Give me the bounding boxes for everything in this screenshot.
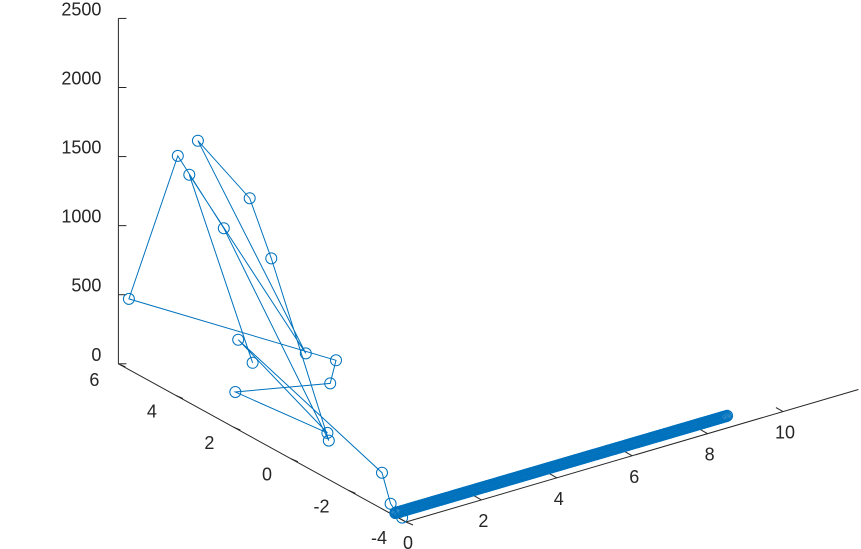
- y-tick-mark: [175, 394, 184, 399]
- dense-data-point-marker: [721, 409, 734, 422]
- x-tick-label: 8: [705, 445, 715, 465]
- z-tick-label: 2500: [61, 0, 101, 19]
- data-point-marker: [246, 356, 259, 369]
- y-tick-mark: [405, 521, 414, 526]
- x-tick-mark: [398, 517, 407, 523]
- x-tick-mark: [624, 451, 633, 457]
- data-point-marker: [321, 426, 334, 439]
- data-markers: [122, 134, 734, 524]
- data-point-marker: [122, 292, 135, 305]
- data-point-marker: [191, 134, 204, 147]
- data-series: [128, 140, 403, 519]
- data-point-marker: [217, 222, 230, 235]
- x-tick-mark: [474, 495, 482, 501]
- z-tick-label: 2000: [61, 69, 101, 89]
- x-tick-mark: [700, 429, 708, 435]
- y-tick-mark: [290, 458, 299, 463]
- y-tick-label: 2: [204, 433, 214, 453]
- y-tick-label: -2: [313, 496, 329, 516]
- y-tick-mark: [348, 489, 356, 494]
- data-point-marker: [384, 497, 397, 510]
- z-tick-label: 500: [71, 276, 101, 296]
- z-tick-label: 1500: [61, 138, 101, 158]
- data-point-marker: [376, 466, 388, 479]
- x-tick-label: 4: [554, 489, 564, 509]
- tick-labels: 0 2 4 6 8 10 -4 -2 0 2 4 6 0 500 1000 1500 2000 2500: [61, 0, 795, 549]
- data-point-marker: [229, 386, 242, 398]
- data-point-marker: [322, 434, 335, 447]
- data-point-marker: [330, 354, 342, 367]
- x-tick-mark: [775, 407, 784, 413]
- y-axis-line: [118, 363, 407, 523]
- x-tick-label: 6: [629, 467, 639, 487]
- data-point-marker: [183, 168, 196, 181]
- y-tick-label: 0: [262, 465, 272, 485]
- y-tick-label: -4: [371, 528, 387, 548]
- y-tick-label: 4: [147, 401, 157, 421]
- x-tick-label: 2: [478, 511, 488, 531]
- z-tick-label: 0: [91, 345, 101, 365]
- x-tick-mark: [549, 473, 558, 479]
- data-point-marker: [265, 252, 278, 265]
- data-point-marker: [299, 347, 312, 360]
- axes: [117, 17, 859, 526]
- data-point-marker: [324, 377, 337, 390]
- y-tick-label: 6: [89, 370, 99, 390]
- data-point-marker: [243, 192, 256, 205]
- data-point-marker: [171, 149, 184, 162]
- x-tick-label: 0: [403, 533, 413, 549]
- z-tick-label: 1000: [61, 207, 101, 227]
- x-tick-label: 10: [775, 423, 795, 443]
- series-line: [128, 140, 403, 519]
- data-point-marker: [232, 333, 245, 346]
- y-tick-mark: [233, 426, 241, 431]
